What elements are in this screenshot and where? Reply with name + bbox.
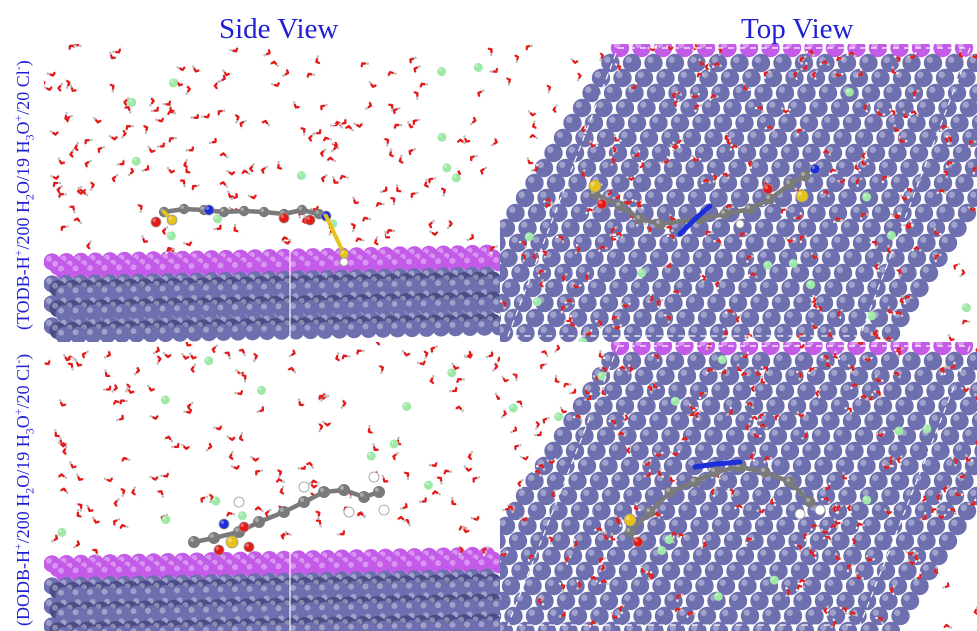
row-label-text: /200 H bbox=[13, 200, 33, 250]
row-label-text: 3 bbox=[22, 428, 37, 435]
row-label-bottom: (DODB-H+/200 H2O/19 H3O+/20 Cl-) bbox=[8, 354, 40, 626]
row-label-text: 2 bbox=[22, 194, 37, 201]
row-label-text: /20 Cl bbox=[13, 363, 33, 409]
row-label-text: (DODB-H bbox=[13, 550, 33, 626]
row-label-top: (TODB-H+/200 H2O/19 H3O+/20 Cl-) bbox=[8, 60, 40, 330]
row-label-text: O bbox=[13, 415, 33, 429]
title-side-view: Side View bbox=[219, 13, 339, 45]
row-label-text: /200 H bbox=[13, 493, 33, 544]
title-top-view: Top View bbox=[741, 13, 854, 45]
row-label-text: ) bbox=[13, 60, 33, 67]
side-view-todb-panel bbox=[44, 44, 500, 342]
top-view-dodb-panel bbox=[500, 342, 977, 631]
row-label-text: 2 bbox=[22, 487, 37, 494]
row-label-text: 3 bbox=[22, 134, 37, 141]
row-label-text: O bbox=[13, 121, 33, 135]
row-label-text: ) bbox=[13, 353, 33, 360]
row-label-text: + bbox=[11, 408, 25, 416]
row-label-text: /20 Cl bbox=[13, 70, 33, 115]
row-label-text: - bbox=[11, 66, 25, 71]
row-label-text: + bbox=[11, 543, 25, 550]
row-label-text: O/19 H bbox=[13, 434, 33, 488]
row-label-text: (TODB-H bbox=[13, 256, 33, 330]
side-view-dodb-panel bbox=[44, 342, 500, 631]
row-label-text: O/19 H bbox=[13, 140, 33, 195]
row-label-text: + bbox=[11, 249, 25, 257]
row-label-text: - bbox=[11, 359, 25, 364]
row-label-text: + bbox=[11, 114, 25, 122]
top-view-todb-panel bbox=[500, 44, 977, 342]
